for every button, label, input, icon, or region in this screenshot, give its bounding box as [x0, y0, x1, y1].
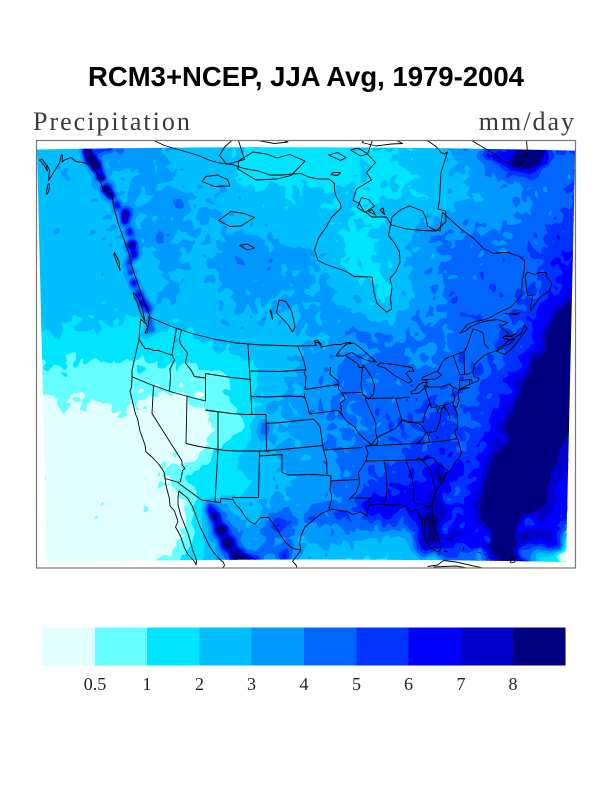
svg-text:0.5: 0.5: [84, 674, 107, 694]
svg-text:1: 1: [143, 674, 152, 694]
svg-text:8: 8: [509, 674, 518, 694]
svg-text:5: 5: [352, 674, 361, 694]
svg-text:3: 3: [247, 674, 256, 694]
svg-text:2: 2: [195, 674, 204, 694]
svg-text:7: 7: [457, 674, 466, 694]
svg-text:Precipitation: Precipitation: [33, 107, 192, 136]
svg-text:RCM3+NCEP, JJA Avg, 1979-2004: RCM3+NCEP, JJA Avg, 1979-2004: [88, 61, 525, 92]
svg-text:mm/day: mm/day: [479, 107, 576, 136]
svg-text:4: 4: [300, 674, 309, 694]
svg-text:6: 6: [404, 674, 413, 694]
